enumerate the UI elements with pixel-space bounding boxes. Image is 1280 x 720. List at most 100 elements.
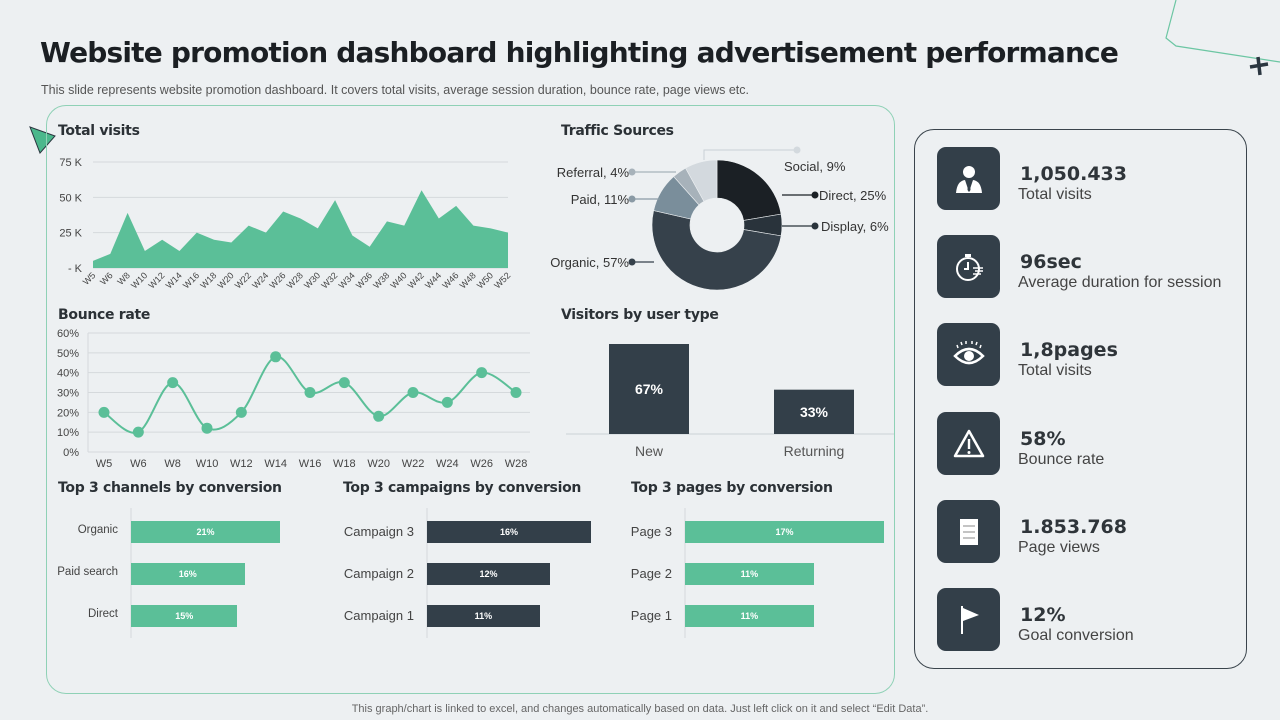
- leader-dot: [628, 168, 636, 176]
- leader-dot: [628, 258, 636, 266]
- bounce-point: [510, 387, 522, 398]
- slice-label: Paid, 11%: [570, 192, 629, 207]
- x-tick-label: W10: [129, 270, 149, 290]
- slice-label: Referral, 4%: [556, 165, 629, 180]
- kpi-caption: Total visits: [1018, 186, 1092, 203]
- campaigns-category-label: Campaign 1: [343, 608, 414, 623]
- leader-dot: [793, 146, 801, 154]
- bounce-point: [338, 377, 350, 389]
- bar-value-label: 17%: [775, 527, 794, 537]
- campaigns-category-label: Campaign 2: [343, 566, 414, 581]
- campaigns-bar: 12%: [427, 563, 550, 585]
- x-tick-label: W22: [233, 270, 253, 290]
- x-tick-label: W38: [371, 270, 391, 290]
- bar-value-label: 12%: [479, 569, 498, 579]
- campaigns-bar: 11%: [427, 605, 540, 627]
- footer-note: This graph/chart is linked to excel, and…: [351, 703, 929, 715]
- pages-title: Top 3 pages by conversion: [631, 480, 833, 496]
- bounce-rate-title: Bounce rate: [58, 307, 151, 323]
- slice-label: Social, 9%: [784, 159, 846, 174]
- y-tick-label: - K: [68, 263, 83, 275]
- bar-value-label: 16%: [499, 527, 518, 537]
- y-tick-label: 50%: [57, 348, 79, 360]
- x-tick-label: W16: [299, 458, 322, 470]
- x-tick-label: W20: [216, 270, 236, 290]
- x-tick-label: W26: [470, 458, 493, 470]
- x-tick-label: W26: [267, 270, 287, 290]
- visitors-title: Visitors by user type: [561, 307, 719, 323]
- bounce-point: [167, 377, 179, 389]
- x-tick-label: W18: [333, 458, 356, 470]
- bounce-point: [441, 396, 453, 408]
- bar-value-label: 16%: [178, 569, 197, 579]
- kpi-value: 1.853.768: [1020, 516, 1127, 538]
- total-visits-title: Total visits: [58, 123, 140, 139]
- plus-icon: [1249, 56, 1269, 76]
- x-tick-label: W32: [319, 270, 339, 290]
- x-tick-label: W50: [475, 270, 495, 290]
- kpi-value: 12%: [1020, 604, 1066, 626]
- slice-label: Display, 6%: [821, 219, 889, 234]
- x-category-label: Returning: [784, 443, 845, 459]
- campaigns-category-label: Campaign 3: [343, 524, 414, 539]
- kpi-card: 96sec Average duration for session: [937, 235, 1237, 299]
- kpi-card: 1.853.768 Page views: [937, 500, 1237, 564]
- y-tick-label: 0%: [63, 447, 79, 459]
- stopwatch-icon: [937, 235, 1000, 298]
- x-tick-label: W20: [367, 458, 390, 470]
- bar-value-label: 11%: [740, 611, 759, 621]
- leader-dot: [811, 191, 819, 199]
- kpi-caption: Bounce rate: [1018, 451, 1105, 468]
- x-tick-label: W8: [164, 458, 181, 470]
- x-tick-label: W36: [354, 270, 374, 290]
- bounce-point: [270, 351, 282, 363]
- channels-bar: 15%: [131, 605, 238, 627]
- pages-category-label: Page 1: [630, 608, 672, 623]
- kpi-caption: Page views: [1018, 539, 1100, 556]
- kpi-caption: Goal conversion: [1018, 627, 1134, 644]
- bounce-point: [132, 426, 144, 438]
- kpi-card: 58% Bounce rate: [937, 412, 1237, 476]
- bar-value-label: 11%: [474, 611, 493, 621]
- y-tick-label: 50 K: [59, 192, 82, 204]
- channels-bar: 21%: [131, 521, 280, 543]
- kpi-value: 58%: [1020, 428, 1066, 450]
- eye-icon: [937, 323, 1000, 386]
- bar-value-label: 21%: [196, 527, 215, 537]
- flag-icon: [937, 588, 1000, 651]
- traffic-sources-title: Traffic Sources: [561, 123, 674, 139]
- kpi-value: 1,050.433: [1020, 163, 1127, 185]
- x-tick-label: W24: [436, 458, 459, 470]
- bar-value-label: 33%: [800, 404, 829, 420]
- x-tick-label: W22: [402, 458, 425, 470]
- triangle-icon: [29, 126, 56, 154]
- campaigns-bar: 16%: [427, 521, 591, 543]
- kpi-caption: Total visits: [1018, 362, 1092, 379]
- channels-bar: 16%: [131, 563, 245, 585]
- kpi-card: 1,8pages Total visits: [937, 323, 1237, 387]
- x-tick-label: W6: [98, 270, 115, 287]
- leader-dot: [628, 195, 636, 203]
- channels-category-label: Direct: [87, 608, 118, 620]
- x-tick-label: W24: [250, 270, 270, 290]
- slice-social: [685, 159, 718, 202]
- x-tick-label: W12: [230, 458, 253, 470]
- bar-value-label: 15%: [175, 611, 194, 621]
- x-tick-label: W10: [196, 458, 219, 470]
- kpi-card: 1,050.433 Total visits: [937, 147, 1237, 211]
- x-tick-label: W6: [130, 458, 147, 470]
- pages-category-label: Page 2: [630, 566, 672, 581]
- slice-direct: [716, 159, 782, 221]
- businessman-icon: [937, 147, 1000, 210]
- channels-category-label: Paid search: [57, 566, 118, 578]
- x-tick-label: W14: [164, 270, 184, 290]
- x-category-label: New: [635, 443, 664, 459]
- y-tick-label: 20%: [57, 407, 79, 419]
- x-tick-label: W44: [423, 270, 443, 290]
- slice-label: Organic, 57%: [550, 255, 629, 270]
- page-subtitle: This slide represents website promotion …: [41, 83, 750, 97]
- x-tick-label: W52: [492, 270, 512, 290]
- bounce-point: [98, 406, 110, 418]
- pages-bar: 11%: [685, 605, 814, 627]
